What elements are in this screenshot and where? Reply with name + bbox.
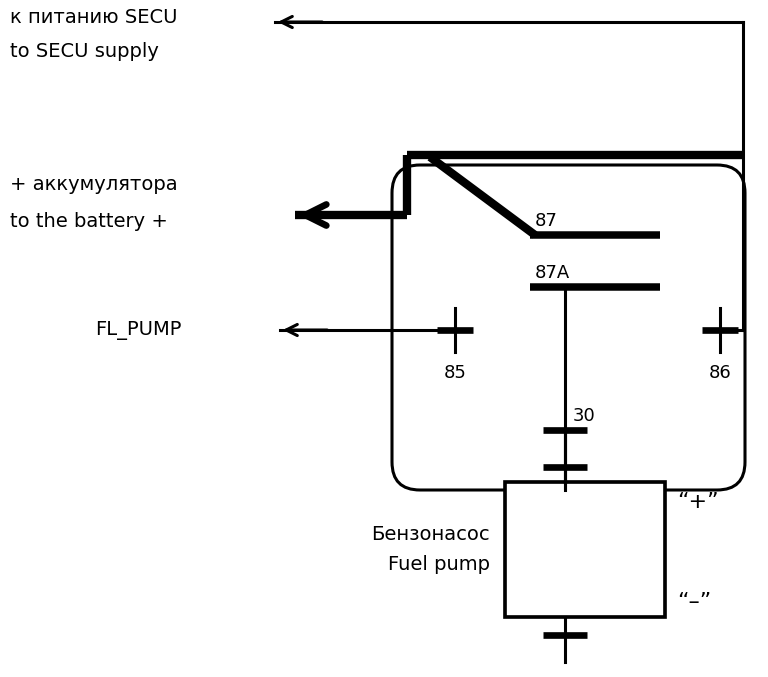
- Text: 85: 85: [444, 364, 466, 382]
- Text: “–”: “–”: [677, 592, 711, 612]
- Text: 86: 86: [709, 364, 731, 382]
- Text: Бензонасос: Бензонасос: [372, 525, 490, 544]
- Text: 87: 87: [535, 212, 558, 230]
- Text: Fuel pump: Fuel pump: [388, 555, 490, 574]
- Text: to the battery +: to the battery +: [10, 212, 168, 231]
- Text: FL_PUMP: FL_PUMP: [95, 320, 181, 339]
- Text: 87A: 87A: [535, 264, 571, 282]
- FancyBboxPatch shape: [392, 165, 745, 490]
- Text: к питанию SECU: к питанию SECU: [10, 8, 177, 27]
- Text: “+”: “+”: [677, 492, 719, 512]
- Text: + аккумулятора: + аккумулятора: [10, 175, 177, 194]
- Text: to SECU supply: to SECU supply: [10, 42, 159, 61]
- Bar: [505, 482, 665, 617]
- Text: 30: 30: [573, 407, 596, 425]
